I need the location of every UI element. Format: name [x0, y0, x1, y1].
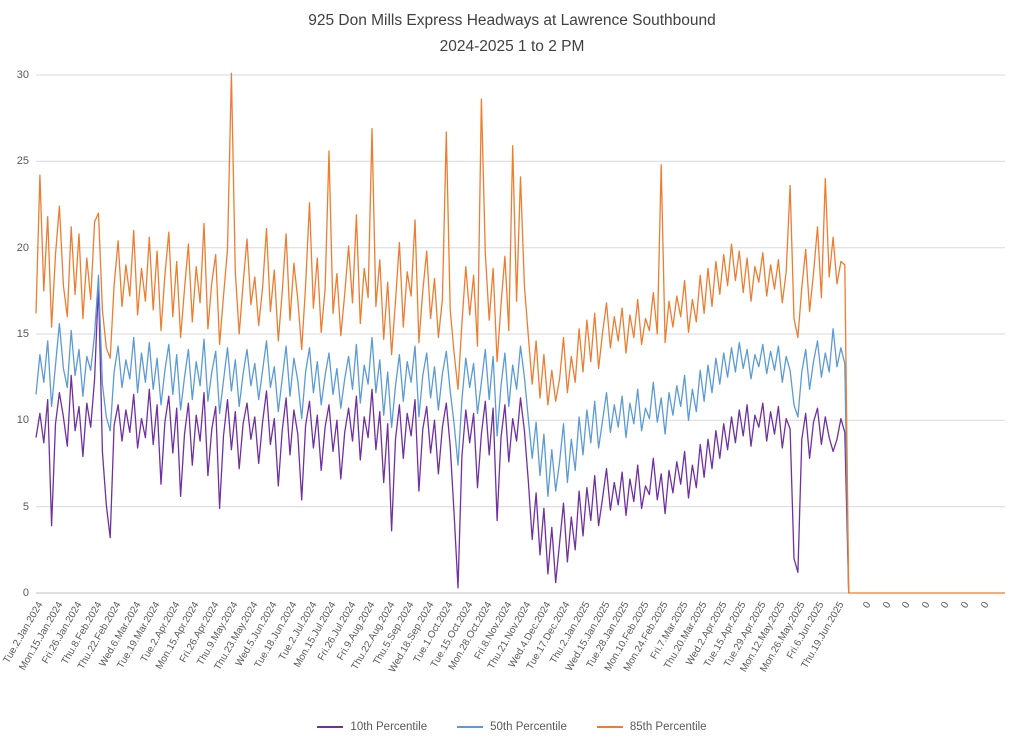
chart-title-line1: 925 Don Mills Express Headways at Lawren… — [308, 12, 716, 29]
y-axis-label: 30 — [16, 69, 29, 81]
legend-line-swatch-purple — [317, 726, 344, 728]
legend-label: 50th Percentile — [490, 721, 567, 733]
y-axis-label: 10 — [16, 414, 29, 427]
y-axis-label: 15 — [16, 328, 29, 340]
legend-item-85th-percentile: 85th Percentile — [596, 721, 707, 733]
y-axis-label: 20 — [16, 241, 29, 254]
legend-label: 10th Percentile — [350, 721, 428, 733]
legend-label: 85th Percentile — [629, 721, 707, 733]
series-line-50th-percentile — [35, 274, 850, 594]
chart-title-line2: 2024-2025 1 to 2 PM — [439, 38, 585, 55]
y-axis-label: 0 — [22, 587, 29, 599]
series-line-10th-percentile — [35, 283, 850, 594]
legend-line-swatch-orange — [596, 726, 623, 728]
chart-legend: 10th Percentile 50th Percentile 85th Per… — [0, 721, 1024, 733]
legend-item-10th-percentile: 10th Percentile — [317, 721, 427, 733]
series-line-85th-percentile — [35, 72, 1005, 594]
y-axis-label: 5 — [22, 500, 29, 513]
chart-title: 925 Don Mills Express Headways at Lawren… — [0, 8, 1024, 60]
legend-line-swatch-blue — [457, 726, 484, 728]
legend-item-50th-percentile: 50th Percentile — [457, 721, 567, 733]
y-axis-label: 25 — [16, 155, 29, 168]
